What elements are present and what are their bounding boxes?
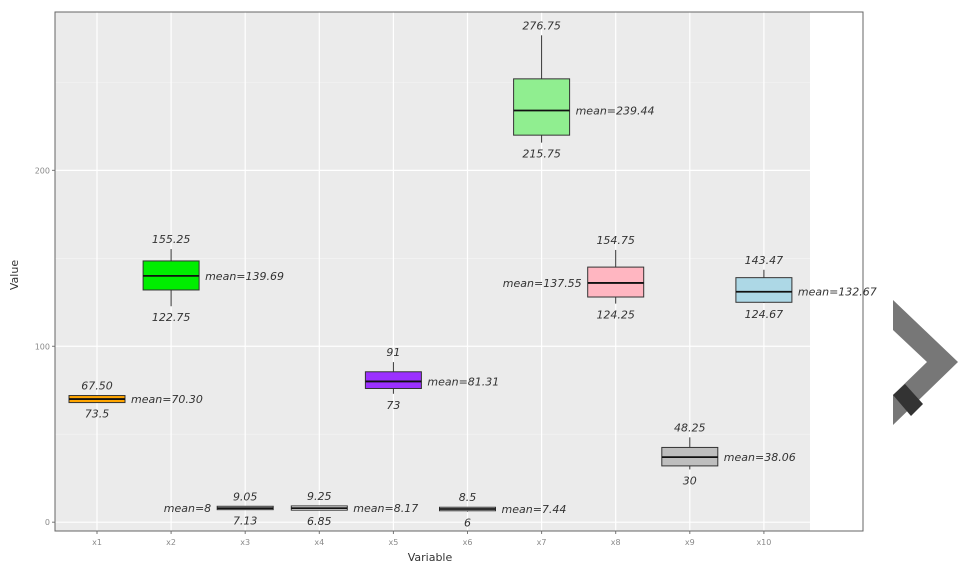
- mean-label: mean=132.67: [798, 286, 877, 299]
- mean-label: mean=8: [164, 502, 211, 515]
- top-value-label: 9.25: [307, 490, 332, 503]
- top-value-label: 9.05: [233, 490, 258, 503]
- box-x6: 8.5 6 mean=7.44: [439, 491, 567, 530]
- x-tick-label: x1: [92, 538, 102, 547]
- mean-label: mean=239.44: [576, 105, 655, 118]
- x-tick-label: x9: [685, 538, 695, 547]
- x-tick-label: x7: [537, 538, 547, 547]
- box-x8: 154.75 124.25 mean=137.55: [503, 234, 645, 322]
- boxes-layer: 67.50 73.5 mean=70.30 155.25 122.75 mean=139.…: [68, 19, 877, 530]
- next-arrow-icon[interactable]: [893, 300, 958, 425]
- bottom-value-label: 6.85: [307, 515, 332, 528]
- y-axis-ticks: 0 100 200: [35, 166, 55, 527]
- bottom-value-label: 6: [464, 517, 471, 530]
- bottom-value-label: 73: [386, 399, 400, 412]
- bottom-value-label: 73.5: [85, 408, 110, 421]
- mean-label: mean=70.30: [131, 393, 203, 406]
- mean-label: mean=38.06: [724, 451, 796, 464]
- bottom-value-label: 7.13: [233, 515, 258, 528]
- y-axis-title: Value: [8, 260, 21, 290]
- x-tick-label: x5: [388, 538, 398, 547]
- bottom-value-label: 215.75: [522, 148, 561, 161]
- box-body: [735, 277, 793, 303]
- bottom-value-label: 30: [683, 474, 697, 487]
- plot-border: [54, 11, 864, 532]
- top-value-label: 143.47: [745, 254, 784, 267]
- bottom-value-label: 122.75: [152, 311, 191, 324]
- y-tick-label: 200: [35, 166, 50, 175]
- bottom-value-label: 124.67: [745, 308, 784, 321]
- mean-label: mean=81.31: [427, 375, 499, 388]
- box-x5: 91 73 mean=81.31: [364, 346, 499, 412]
- x-tick-label: x3: [240, 538, 250, 547]
- mean-label: mean=137.55: [503, 277, 582, 290]
- x-tick-label: x4: [314, 538, 324, 547]
- x-axis-ticks: x1 x2 x3 x4 x5 x6 x7 x8 x9 x10: [92, 531, 771, 547]
- top-value-label: 155.25: [152, 233, 191, 246]
- gridlines: [55, 12, 810, 531]
- plot-white-margin: [810, 12, 863, 531]
- bottom-value-label: 124.25: [596, 309, 635, 322]
- top-value-label: 276.75: [522, 19, 561, 32]
- x-tick-label: x10: [756, 538, 771, 547]
- top-value-label: 8.5: [459, 491, 477, 504]
- box-x2: 155.25 122.75 mean=139.69: [142, 233, 284, 324]
- box-x4: 9.25 6.85 mean=8.17: [290, 490, 418, 528]
- box-body: [513, 78, 571, 136]
- mean-label: mean=7.44: [502, 503, 567, 516]
- top-value-label: 154.75: [596, 234, 635, 247]
- x-tick-label: x6: [463, 538, 473, 547]
- top-value-label: 91: [386, 346, 400, 359]
- y-tick-label: 100: [35, 342, 50, 351]
- top-value-label: 67.50: [81, 380, 113, 393]
- box-body: [364, 371, 422, 389]
- y-tick-label: 0: [45, 518, 50, 527]
- mean-label: mean=8.17: [353, 502, 418, 515]
- x-axis-title: Variable: [408, 551, 453, 563]
- mean-label: mean=139.69: [205, 270, 284, 283]
- box-x1: 67.50 73.5 mean=70.30: [68, 380, 203, 421]
- box-x3: 9.05 7.13 mean=8: [164, 490, 274, 528]
- box-x7: 276.75 215.75 mean=239.44: [513, 19, 655, 161]
- box-x9: 48.25 30 mean=38.06: [661, 421, 796, 487]
- x-tick-label: x8: [611, 538, 621, 547]
- top-value-label: 48.25: [674, 421, 706, 434]
- x-tick-label: x2: [166, 538, 176, 547]
- box-x10: 143.47 124.67 mean=132.67: [735, 254, 877, 321]
